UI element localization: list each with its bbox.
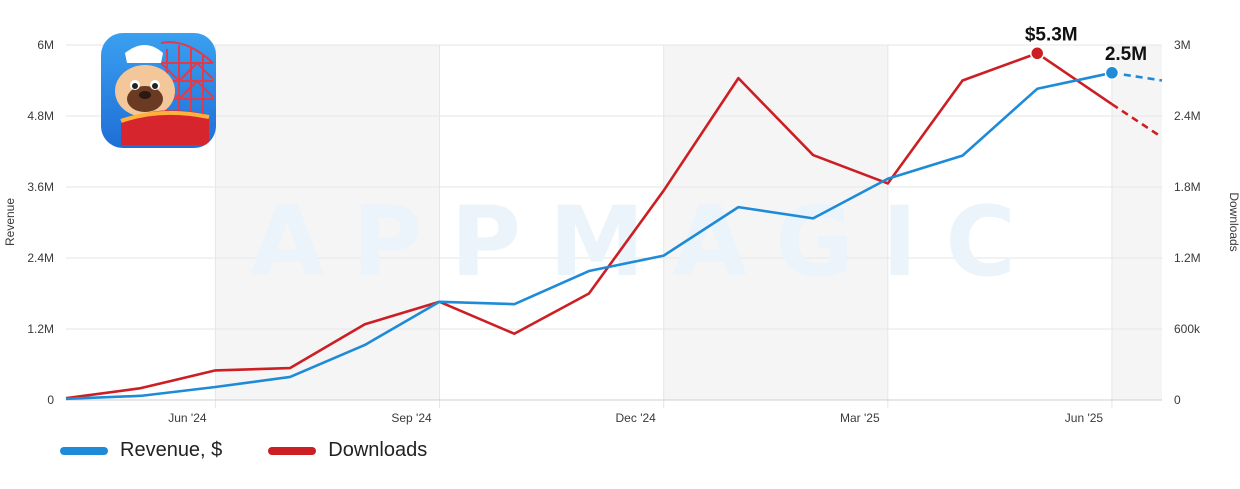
left-axis-ticks: 0 1.2M 2.4M 3.6M 4.8M 6M [27, 38, 54, 407]
callouts: $5.3M 2.5M [1025, 24, 1147, 81]
x-tick-label: Jun '25 [1065, 411, 1104, 425]
grid-lines [66, 44, 1162, 408]
right-tick-label: 2.4M [1174, 109, 1201, 123]
downloads-forecast-line [1111, 103, 1163, 139]
right-axis-ticks: 0 600k 1.2M 1.8M 2.4M 3M [1174, 38, 1201, 407]
downloads-swatch [268, 446, 317, 455]
right-tick-label: 1.2M [1174, 251, 1201, 265]
legend-item-downloads[interactable]: Downloads [268, 439, 427, 462]
shade-band [215, 45, 440, 400]
pug-rollercoaster-app-icon [101, 33, 216, 148]
callout-label: 2.5M [1105, 44, 1147, 65]
left-tick-label: 1.2M [27, 322, 54, 336]
callout-marker [1029, 46, 1045, 61]
x-axis-ticks: Jun '24 Sep '24 Dec '24 Mar '25 Jun '25 [168, 411, 1103, 425]
right-tick-label: 3M [1174, 38, 1191, 52]
left-axis-title: Revenue [3, 198, 17, 246]
legend-label-revenue: Revenue, $ [120, 439, 223, 461]
app-icon [101, 33, 216, 148]
left-tick-label: 2.4M [27, 251, 54, 265]
right-tick-label: 1.8M [1174, 180, 1201, 194]
right-axis-title: Downloads [1227, 192, 1240, 251]
x-tick-label: Dec '24 [616, 411, 657, 425]
series-lines [65, 51, 1163, 401]
watermark: APPMAGIC [250, 186, 1044, 298]
right-tick-label: 600k [1174, 322, 1201, 336]
x-tick-label: Sep '24 [391, 411, 432, 425]
callout-marker [1104, 65, 1120, 81]
left-tick-label: 4.8M [27, 109, 54, 123]
legend-item-revenue[interactable]: Revenue, $ [60, 439, 222, 462]
right-tick-label: 0 [1174, 393, 1181, 407]
left-tick-label: 0 [47, 393, 54, 407]
x-tick-label: Mar '25 [840, 411, 880, 425]
callout-label: $5.3M [1025, 24, 1078, 45]
shade-band [663, 45, 888, 400]
legend-label-downloads: Downloads [328, 439, 428, 461]
revenue-swatch [60, 446, 108, 455]
revenue-line [65, 71, 1113, 401]
x-tick-label: Jun '24 [168, 411, 207, 425]
left-tick-label: 3.6M [27, 180, 54, 194]
downloads-line [65, 51, 1113, 400]
period-shading [215, 45, 1162, 400]
revenue-forecast-line [1111, 71, 1163, 82]
left-tick-label: 6M [37, 38, 54, 52]
legend: Revenue, $ Downloads [60, 439, 427, 462]
shade-band [1111, 45, 1162, 400]
